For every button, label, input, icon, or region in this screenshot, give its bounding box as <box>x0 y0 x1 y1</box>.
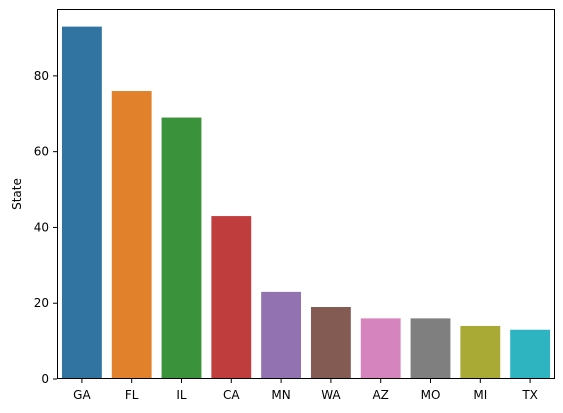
y-tick-label: 40 <box>34 220 49 234</box>
x-tick-label: WA <box>321 388 341 402</box>
bar-mn <box>261 291 302 379</box>
bar-mo <box>410 318 451 379</box>
y-axis-label: State <box>10 178 24 210</box>
bar-wa <box>310 307 351 379</box>
bar-tx <box>510 329 551 379</box>
x-axis-ticks: GA FL IL CA MN WA AZ MO MI TX <box>73 379 538 402</box>
y-tick-label: 60 <box>34 145 49 159</box>
x-tick-label: FL <box>125 388 139 402</box>
x-tick-label: IL <box>176 388 187 402</box>
y-axis-ticks: 0 20 40 60 80 <box>34 69 57 386</box>
bar-ca <box>211 216 252 379</box>
bar-il <box>161 117 202 380</box>
bar-mi <box>460 325 501 379</box>
x-tick-label: MI <box>473 388 487 402</box>
bar-az <box>360 318 401 379</box>
y-tick-label: 0 <box>41 372 49 386</box>
bar-fl <box>111 91 152 379</box>
x-tick-label: CA <box>223 388 240 402</box>
y-tick-label: 20 <box>34 296 49 310</box>
plot-frame <box>57 9 555 379</box>
x-tick-label: TX <box>521 388 538 402</box>
x-tick-label: GA <box>73 388 91 402</box>
y-tick-label: 80 <box>34 69 49 83</box>
x-tick-label: MN <box>271 388 290 402</box>
x-tick-label: MO <box>421 388 441 402</box>
bars-layer <box>61 26 551 380</box>
x-tick-label: AZ <box>372 388 388 402</box>
bar-ga <box>61 26 102 379</box>
